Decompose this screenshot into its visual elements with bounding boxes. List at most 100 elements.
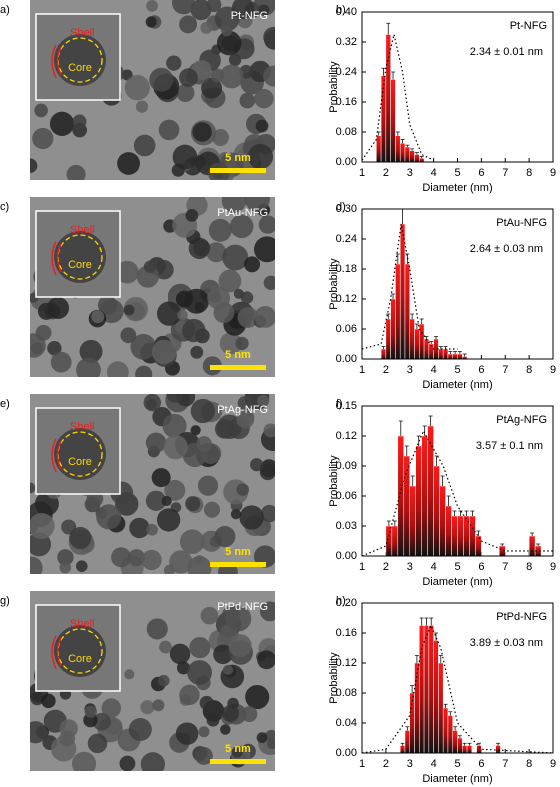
error-bar bbox=[476, 530, 481, 536]
y-tick-label: 0.00 bbox=[336, 353, 357, 365]
bar bbox=[409, 485, 416, 557]
y-tick-label: 0.12 bbox=[336, 430, 357, 442]
y-tick-label: 0.00 bbox=[336, 550, 357, 562]
scale-label: 5 nm bbox=[225, 152, 251, 164]
particle bbox=[187, 660, 212, 685]
particle bbox=[221, 197, 247, 213]
y-tick-label: 0.12 bbox=[336, 293, 357, 305]
y-tick-label: 0.15 bbox=[336, 400, 357, 412]
particle bbox=[30, 556, 43, 574]
particle bbox=[157, 674, 170, 687]
x-axis-label: Diameter (nm) bbox=[422, 773, 492, 785]
bar bbox=[390, 298, 396, 360]
particle bbox=[101, 698, 122, 718]
particle bbox=[117, 152, 140, 175]
particle bbox=[161, 495, 172, 507]
x-tick-label: 1 bbox=[359, 167, 365, 179]
error-bar bbox=[414, 323, 419, 329]
x-tick-label: 6 bbox=[478, 167, 484, 179]
bar bbox=[447, 353, 453, 360]
particle bbox=[233, 288, 244, 299]
particle bbox=[185, 209, 199, 222]
x-tick-label: 7 bbox=[502, 364, 508, 376]
bar bbox=[439, 485, 446, 557]
particle bbox=[140, 700, 155, 715]
particle bbox=[220, 724, 231, 735]
error-bar bbox=[381, 67, 386, 76]
scale-label: 5 nm bbox=[225, 743, 251, 755]
x-tick-label: 6 bbox=[478, 364, 484, 376]
particle bbox=[211, 129, 229, 147]
particle bbox=[115, 260, 139, 284]
inset-particle bbox=[54, 428, 106, 480]
particle bbox=[59, 730, 76, 747]
panel-label: e) bbox=[0, 398, 10, 410]
x-axis-label: Diameter (nm) bbox=[422, 182, 492, 194]
bar bbox=[423, 625, 430, 754]
x-tick-label: 4 bbox=[431, 364, 437, 376]
tem-image: Shell Core PtPd-NFG 5 nm bbox=[30, 591, 275, 771]
particle bbox=[206, 0, 222, 13]
particle bbox=[127, 549, 146, 567]
y-tick-label: 0.03 bbox=[336, 520, 357, 532]
particle bbox=[199, 695, 214, 711]
bar bbox=[442, 348, 449, 360]
y-tick-label: 0.24 bbox=[336, 66, 357, 78]
bar bbox=[385, 525, 393, 557]
particle bbox=[163, 434, 188, 460]
panel-label: b) bbox=[336, 4, 346, 16]
particle bbox=[196, 436, 212, 452]
y-tick-label: 0.32 bbox=[336, 36, 357, 48]
bar bbox=[452, 353, 458, 360]
particle bbox=[76, 357, 101, 377]
shell-arc bbox=[51, 241, 62, 276]
particle bbox=[254, 306, 275, 328]
bar bbox=[457, 353, 463, 360]
particle bbox=[239, 505, 264, 530]
bar bbox=[397, 435, 405, 557]
error-bar bbox=[400, 139, 405, 144]
error-bar bbox=[424, 617, 429, 626]
particle bbox=[190, 0, 212, 21]
particle bbox=[129, 517, 150, 539]
bar bbox=[445, 505, 452, 557]
y-tick-label: 0.20 bbox=[336, 597, 357, 609]
x-tick-label: 8 bbox=[526, 167, 532, 179]
bar bbox=[380, 348, 387, 360]
particle bbox=[87, 733, 108, 754]
scale-label: 5 nm bbox=[225, 349, 251, 361]
particle bbox=[156, 508, 181, 532]
particle bbox=[162, 413, 187, 438]
error-bar bbox=[410, 685, 415, 693]
image-title: PtAg-NFG bbox=[217, 404, 268, 416]
error-bar bbox=[405, 144, 410, 147]
shell-arc bbox=[51, 438, 62, 473]
error-bar bbox=[457, 735, 462, 738]
particle bbox=[41, 693, 56, 709]
particle bbox=[176, 83, 195, 102]
error-bar bbox=[440, 475, 445, 486]
bar bbox=[391, 525, 399, 557]
error-bar bbox=[392, 520, 397, 526]
error-bar bbox=[446, 495, 451, 506]
particle bbox=[198, 726, 210, 738]
particle bbox=[241, 706, 258, 723]
error-bar bbox=[453, 726, 458, 731]
particle bbox=[175, 722, 199, 745]
bar bbox=[403, 455, 410, 557]
particle bbox=[228, 634, 252, 658]
particle bbox=[128, 717, 152, 742]
particle bbox=[72, 114, 87, 129]
particle bbox=[184, 288, 210, 314]
particle bbox=[120, 327, 137, 344]
particle bbox=[247, 143, 274, 170]
plot-frame bbox=[361, 405, 554, 557]
error-bar bbox=[464, 510, 469, 516]
y-tick-label: 0.16 bbox=[336, 627, 357, 639]
particle bbox=[179, 68, 198, 87]
error-bar bbox=[428, 415, 433, 426]
error-bar bbox=[386, 22, 391, 35]
y-tick-label: 0.00 bbox=[336, 156, 357, 168]
particle bbox=[213, 644, 233, 665]
panel-label: a) bbox=[0, 4, 10, 16]
